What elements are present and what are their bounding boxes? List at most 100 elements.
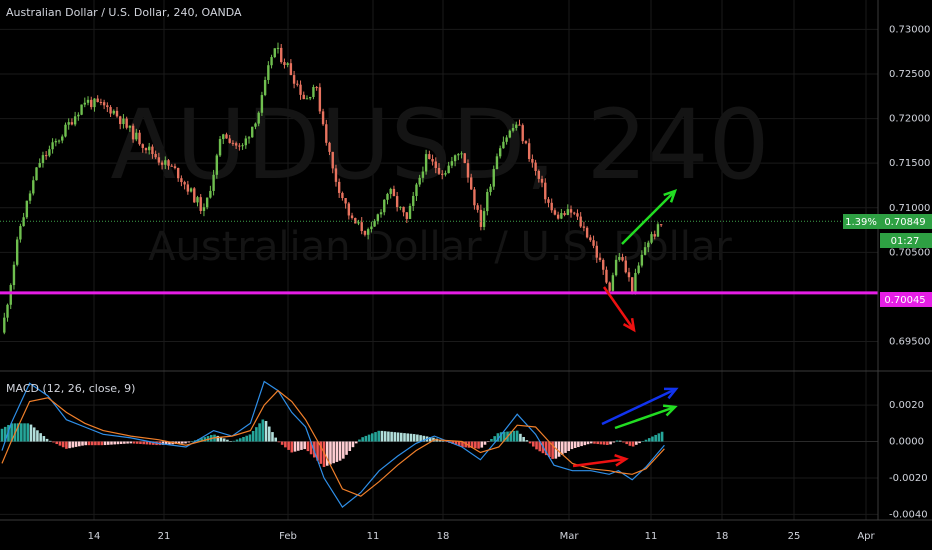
candle-down: [180, 178, 183, 183]
candle-up: [25, 200, 29, 218]
macd-histogram-bar: [306, 441, 310, 452]
macd-histogram-bar: [602, 441, 606, 445]
macd-histogram-bar: [152, 441, 155, 445]
candle-up: [38, 163, 41, 168]
candle-down: [569, 209, 573, 213]
candle-down: [589, 237, 592, 241]
candle-down: [96, 98, 99, 103]
candle-down: [556, 214, 560, 219]
macd-histogram-bar: [461, 441, 464, 448]
macd-histogram-bar: [615, 440, 619, 442]
macd-histogram-bar: [329, 441, 332, 465]
candle-up: [267, 65, 270, 80]
macd-histogram-bar: [387, 431, 390, 442]
candle-up: [486, 192, 489, 212]
candle-up: [12, 264, 16, 286]
macd-histogram-bar: [345, 441, 348, 455]
candle-up: [647, 242, 650, 248]
arrow-head: [662, 404, 678, 417]
macd-histogram-bar: [503, 431, 506, 442]
candle-down: [463, 153, 466, 164]
macd-histogram-bar: [184, 441, 187, 444]
time-tick-label: 25: [788, 531, 801, 542]
candle-down: [621, 257, 624, 261]
price-axis[interactable]: 0.73000 0.72500 0.72000 0.71500 0.71000 0.705…: [889, 24, 930, 520]
candle-down: [170, 165, 173, 167]
macd-histogram-bar: [26, 423, 30, 442]
watermark-symbol: AUDUSD, 240: [110, 89, 769, 201]
macd-histogram-bar: [284, 441, 287, 448]
green-macd-arrow: [614, 404, 678, 430]
candle-down: [337, 181, 341, 193]
candle-up: [128, 125, 132, 128]
candle-down: [563, 213, 566, 215]
macd-histogram-bar: [55, 441, 59, 445]
candle-down: [302, 94, 305, 100]
candle-up: [611, 275, 615, 291]
candle-down: [434, 161, 437, 168]
time-axis[interactable]: 14 21 Feb 11 18 Mar 11 18 25 Apr: [88, 531, 876, 542]
candle-up: [257, 112, 260, 124]
candle-up: [19, 226, 22, 240]
candle-up: [15, 239, 19, 265]
macd-histogram-bar: [474, 441, 477, 449]
candle-up: [640, 254, 644, 266]
macd-histogram-bar: [638, 441, 641, 444]
candle-up: [366, 229, 370, 235]
candle-down: [627, 272, 631, 278]
macd-histogram-bar: [567, 441, 571, 452]
macd-histogram-bar: [412, 434, 416, 442]
candle-up: [447, 165, 450, 174]
grid-lines: [0, 0, 878, 520]
candle-up: [560, 213, 563, 219]
macd-histogram-bar: [271, 432, 274, 442]
candle-down: [553, 210, 557, 215]
time-tick-label: 18: [716, 531, 729, 542]
candle-up: [386, 193, 389, 200]
candle-down: [328, 142, 331, 152]
macd-histogram-bar: [457, 441, 461, 447]
arrow-head: [614, 454, 629, 467]
candle-up: [148, 146, 151, 151]
macd-histogram-bar: [229, 440, 232, 442]
macd-histogram-bar: [110, 441, 113, 445]
candle-up: [263, 79, 267, 96]
macd-histogram-bar: [374, 432, 377, 442]
candle-down: [318, 87, 322, 112]
candle-down: [315, 87, 318, 89]
macd-histogram-bar: [454, 441, 458, 446]
macd-histogram-bar: [274, 437, 277, 442]
candle-down: [160, 162, 164, 165]
candle-down: [283, 62, 286, 66]
macd-histogram-bar: [77, 441, 81, 447]
macd-histogram-bar: [657, 433, 661, 442]
macd-histogram-bar: [371, 433, 374, 442]
candle-up: [618, 257, 621, 260]
candle-up: [77, 114, 80, 117]
candle-up: [511, 127, 515, 131]
macd-histogram-bar: [42, 436, 46, 442]
macd-tick-label: -0.0040: [889, 509, 928, 520]
symbol-title[interactable]: Australian Dollar / U.S. Dollar, 240, OA…: [6, 6, 242, 19]
candle-up: [209, 190, 212, 198]
macd-histogram-bar: [358, 439, 361, 442]
macd-histogram-bar: [296, 441, 300, 451]
macd-histogram-bar: [342, 441, 345, 459]
macd-histogram-bar: [393, 432, 397, 442]
candle-down: [550, 202, 553, 211]
macd-histogram-bar: [235, 439, 239, 442]
macd-histogram-bar: [522, 436, 525, 442]
candle-up: [54, 141, 58, 143]
macd-histogram-bar: [106, 441, 110, 445]
candle-up: [373, 221, 376, 227]
macd-histogram-bar: [132, 441, 136, 444]
macd-histogram-bar: [74, 441, 78, 447]
macd-histogram-bar: [148, 441, 152, 445]
macd-tick-label: 0.0000: [889, 437, 924, 448]
candle-down: [238, 145, 241, 147]
macd-histogram-bar: [267, 426, 271, 442]
candle-up: [460, 153, 463, 155]
arrow-shaft: [621, 190, 676, 245]
annotation-arrows: [572, 188, 679, 468]
macd-label[interactable]: MACD (12, 26, close, 9): [6, 382, 135, 395]
